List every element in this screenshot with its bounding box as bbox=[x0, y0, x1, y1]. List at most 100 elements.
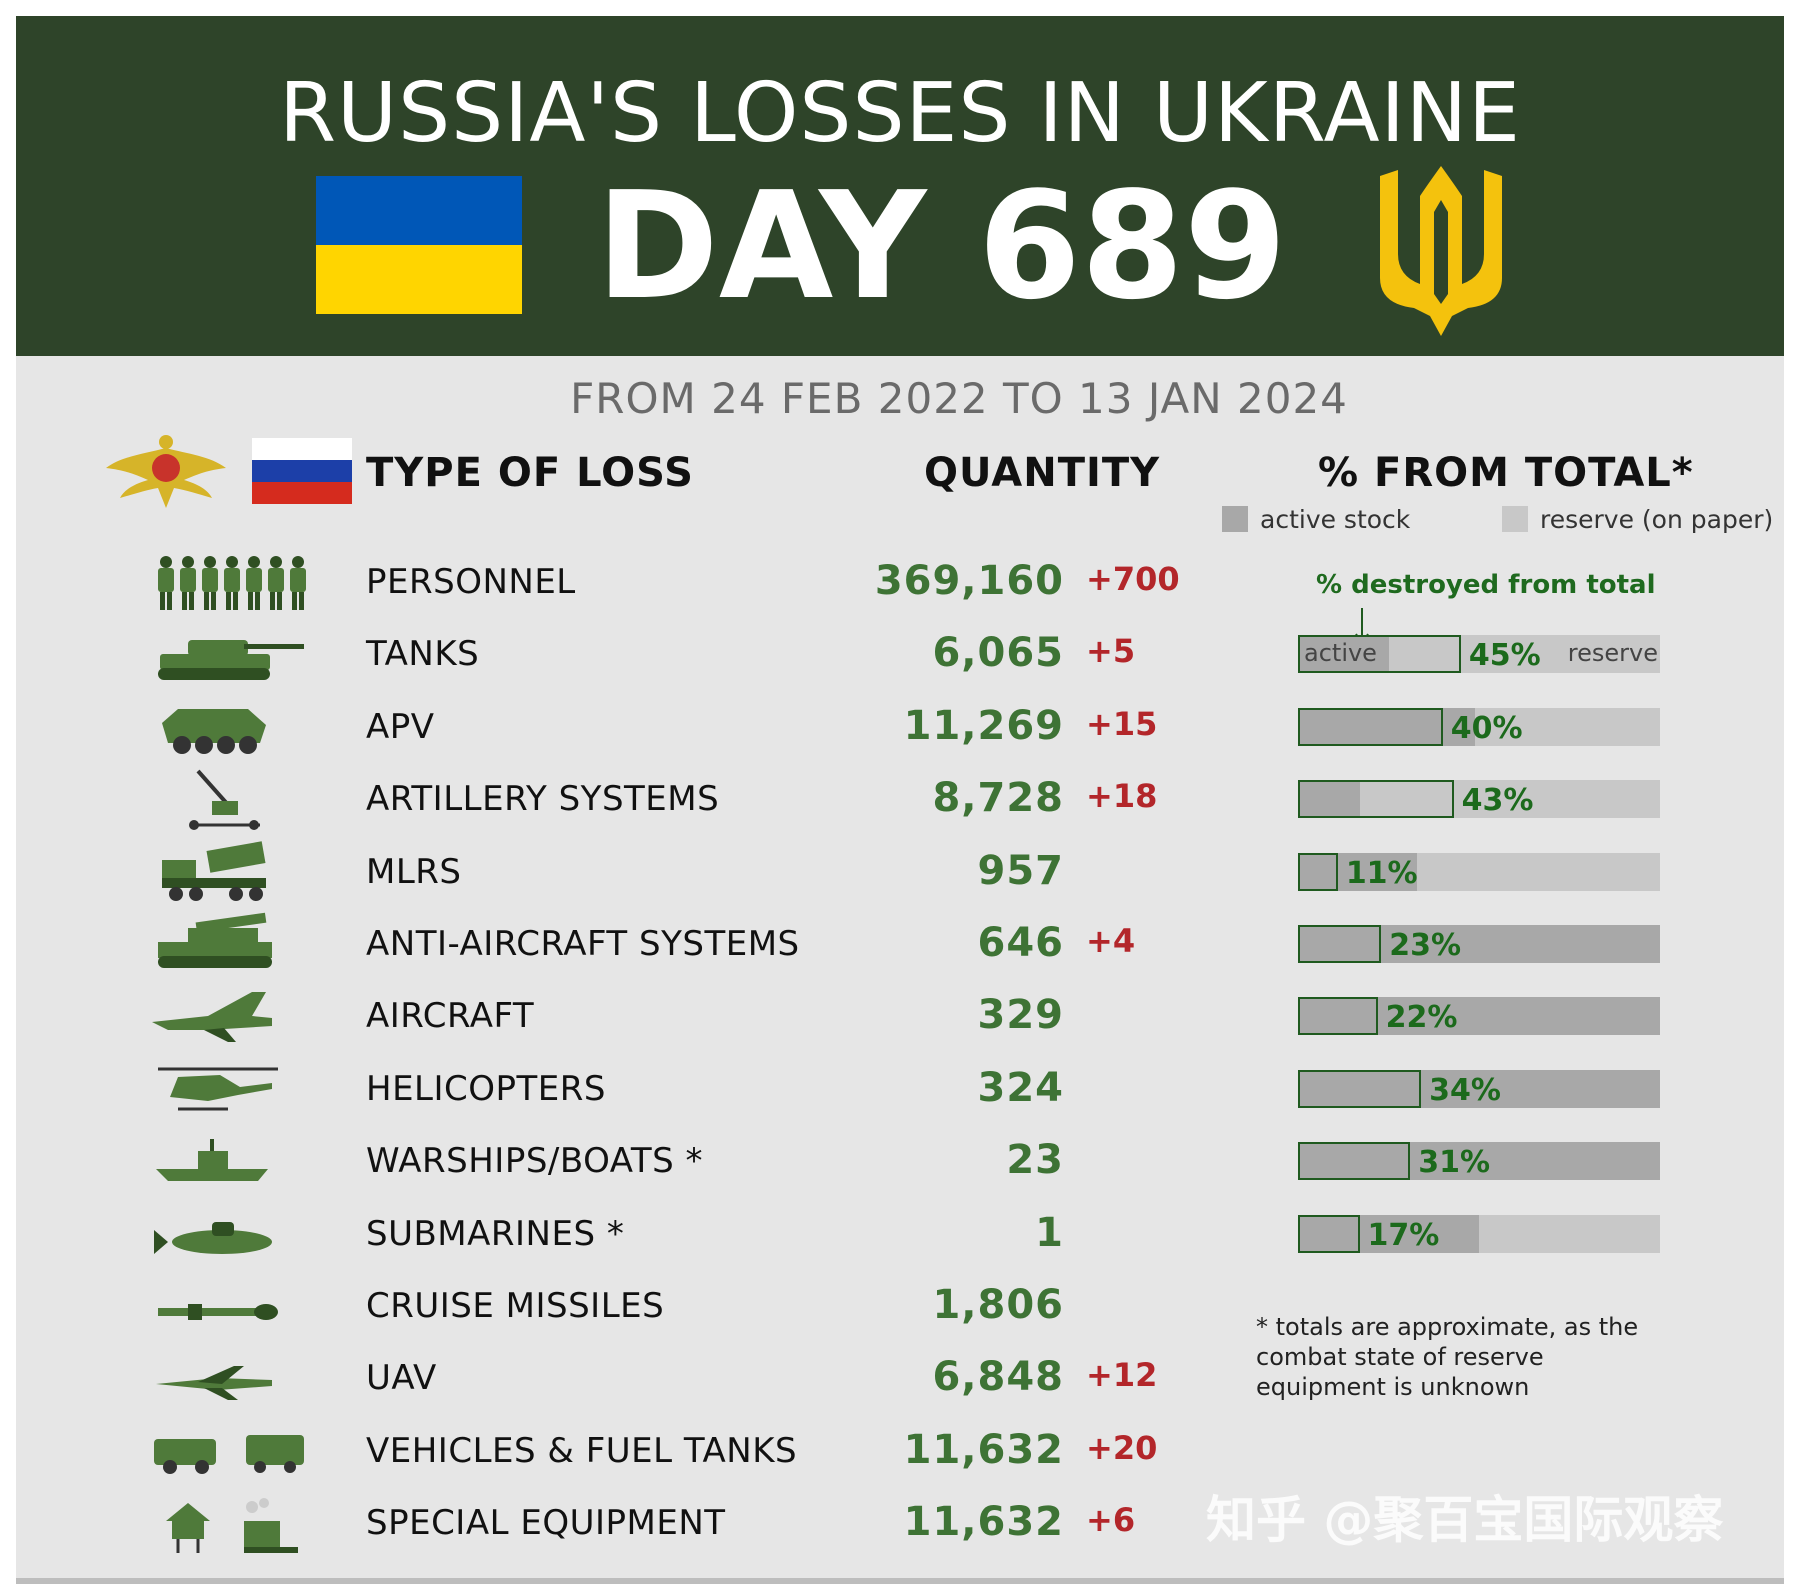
table-row: TANKS 6,065 +5 active reserve 45% bbox=[0, 618, 1798, 690]
loss-quantity: 23 bbox=[1006, 1137, 1064, 1184]
soldiers-icon bbox=[158, 556, 306, 610]
ministry-emblem-icon bbox=[106, 435, 226, 508]
active-stock-fill bbox=[1298, 997, 1660, 1036]
percent-label: 22% bbox=[1385, 1000, 1458, 1036]
loss-type-label: APV bbox=[366, 706, 435, 747]
loss-quantity: 6,848 bbox=[932, 1354, 1064, 1401]
percent-bar: 11% bbox=[1298, 852, 1660, 891]
daily-increase: +20 bbox=[1086, 1428, 1158, 1467]
anti-aircraft-icon bbox=[158, 912, 272, 968]
table-row: AIRCRAFT 329 22% bbox=[0, 980, 1798, 1052]
title-banner: RUSSIA'S LOSSES IN UKRAINE DAY 689 bbox=[16, 16, 1784, 356]
table-row: ANTI-AIRCRAFT SYSTEMS 646 +4 23% bbox=[0, 908, 1798, 980]
percent-bar: 17% bbox=[1298, 1214, 1660, 1253]
loss-quantity: 369,160 bbox=[874, 558, 1064, 604]
legend-active-swatch bbox=[1222, 506, 1248, 532]
russia-flag-icon bbox=[252, 438, 352, 504]
loss-quantity: 329 bbox=[977, 992, 1064, 1039]
percent-label: 34% bbox=[1429, 1072, 1501, 1108]
table-row: PERSONNEL 369,160 +700 bbox=[0, 546, 1798, 618]
active-stock-fill bbox=[1298, 635, 1389, 674]
content-panel bbox=[16, 356, 1784, 1582]
destroyed-fill bbox=[1298, 997, 1378, 1036]
loss-type-label: ANTI-AIRCRAFT SYSTEMS bbox=[366, 924, 800, 964]
daily-increase: +5 bbox=[1086, 632, 1136, 671]
percent-bar: 22% bbox=[1298, 997, 1660, 1036]
submarine-icon bbox=[154, 1221, 272, 1254]
active-stock-fill bbox=[1298, 1214, 1479, 1253]
ukraine-flag-icon bbox=[316, 176, 522, 314]
legend-reserve-swatch bbox=[1502, 506, 1528, 532]
daily-increase: +12 bbox=[1086, 1356, 1158, 1395]
loss-quantity: 1,806 bbox=[932, 1282, 1064, 1328]
loss-type-label: SPECIAL EQUIPMENT bbox=[366, 1503, 726, 1544]
legend-reserve-label: reserve (on paper) bbox=[1540, 505, 1774, 534]
destroyed-fill bbox=[1298, 852, 1338, 891]
loss-quantity: 11,632 bbox=[903, 1426, 1064, 1473]
loss-quantity: 8,728 bbox=[932, 775, 1064, 822]
percent-label: 31% bbox=[1418, 1145, 1491, 1181]
table-row: WARSHIPS/BOATS * 23 31% bbox=[0, 1125, 1798, 1197]
table-row: APV 11,269 +15 40% bbox=[0, 691, 1798, 763]
daily-increase: +15 bbox=[1086, 704, 1158, 743]
table-row: SPECIAL EQUIPMENT 11,632 +6 bbox=[0, 1487, 1798, 1559]
percent-bar: 31% bbox=[1298, 1142, 1660, 1181]
loss-type-label: TANKS bbox=[366, 634, 480, 675]
apv-icon bbox=[162, 708, 266, 754]
loss-type-label: MLRS bbox=[366, 851, 462, 892]
panel-bottom-edge bbox=[16, 1578, 1784, 1584]
percent-bar: 40% bbox=[1298, 707, 1660, 746]
loss-type-label: SUBMARINES * bbox=[366, 1213, 625, 1254]
active-stock-fill bbox=[1298, 1069, 1660, 1108]
loss-quantity: 957 bbox=[977, 847, 1064, 894]
table-row: ARTILLERY SYSTEMS 8,728 +18 43% bbox=[0, 763, 1798, 835]
loss-quantity: 646 bbox=[977, 920, 1064, 966]
quantity-column-header: QUANTITY bbox=[924, 450, 1161, 496]
loss-type-label: VEHICLES & FUEL TANKS bbox=[366, 1430, 798, 1471]
legend-active-label: active stock bbox=[1260, 505, 1411, 534]
helicopter-icon bbox=[158, 1067, 278, 1111]
aircraft-icon bbox=[152, 992, 272, 1043]
daily-increase: +4 bbox=[1086, 922, 1136, 960]
watermark: 知乎 @聚百宝国际观察 bbox=[1206, 1491, 1724, 1549]
trident-icon bbox=[1380, 166, 1502, 336]
daily-increase: +18 bbox=[1086, 777, 1158, 816]
artillery-icon bbox=[189, 769, 260, 831]
percent-bar: 43% bbox=[1298, 780, 1660, 819]
mlrs-icon bbox=[162, 840, 266, 901]
warship-icon bbox=[156, 1139, 268, 1182]
destroyed-fill bbox=[1298, 780, 1454, 819]
loss-type-label: PERSONNEL bbox=[366, 562, 576, 602]
percent-label: 40% bbox=[1450, 710, 1523, 746]
loss-type-label: ARTILLERY SYSTEMS bbox=[366, 779, 720, 820]
legend-reserve: reserve (on paper) bbox=[1502, 505, 1773, 535]
percent-bar: 34% bbox=[1298, 1069, 1660, 1108]
daily-increase: +6 bbox=[1086, 1501, 1136, 1540]
loss-type-label: WARSHIPS/BOATS * bbox=[366, 1141, 704, 1182]
cruise-missile-icon bbox=[158, 1304, 278, 1320]
date-range: FROM 24 FEB 2022 TO 13 JAN 2024 bbox=[570, 374, 1348, 423]
destroyed-fill bbox=[1298, 1214, 1360, 1253]
special-equipment-icon bbox=[166, 1498, 298, 1554]
destroyed-fill bbox=[1298, 1069, 1422, 1108]
table-row: UAV 6,848 +12 bbox=[0, 1342, 1798, 1414]
uav-icon bbox=[156, 1366, 272, 1401]
table-row: MLRS 957 11% bbox=[0, 836, 1798, 908]
loss-quantity: 1 bbox=[1035, 1209, 1064, 1256]
active-stock-fill bbox=[1298, 780, 1360, 819]
table-row: HELICOPTERS 324 34% bbox=[0, 1053, 1798, 1125]
loss-type-label: AIRCRAFT bbox=[366, 996, 535, 1037]
type-column-header: TYPE OF LOSS bbox=[366, 450, 694, 496]
percent-bar: 23% bbox=[1298, 925, 1660, 963]
loss-quantity: 6,065 bbox=[932, 630, 1064, 677]
headline: RUSSIA'S LOSSES IN UKRAINE bbox=[279, 66, 1521, 161]
percent-label: 11% bbox=[1345, 855, 1418, 891]
percent-bar: active reserve 45% bbox=[1298, 635, 1660, 674]
active-stock-fill bbox=[1298, 1142, 1660, 1181]
loss-type-label: HELICOPTERS bbox=[366, 1068, 606, 1109]
footnote: * totals are approximate, as the combat … bbox=[1256, 1313, 1639, 1401]
active-stock-fill bbox=[1298, 707, 1476, 746]
active-stock-fill bbox=[1298, 925, 1660, 963]
day-counter: DAY 689 bbox=[596, 160, 1287, 332]
destroyed-fill bbox=[1298, 925, 1382, 963]
